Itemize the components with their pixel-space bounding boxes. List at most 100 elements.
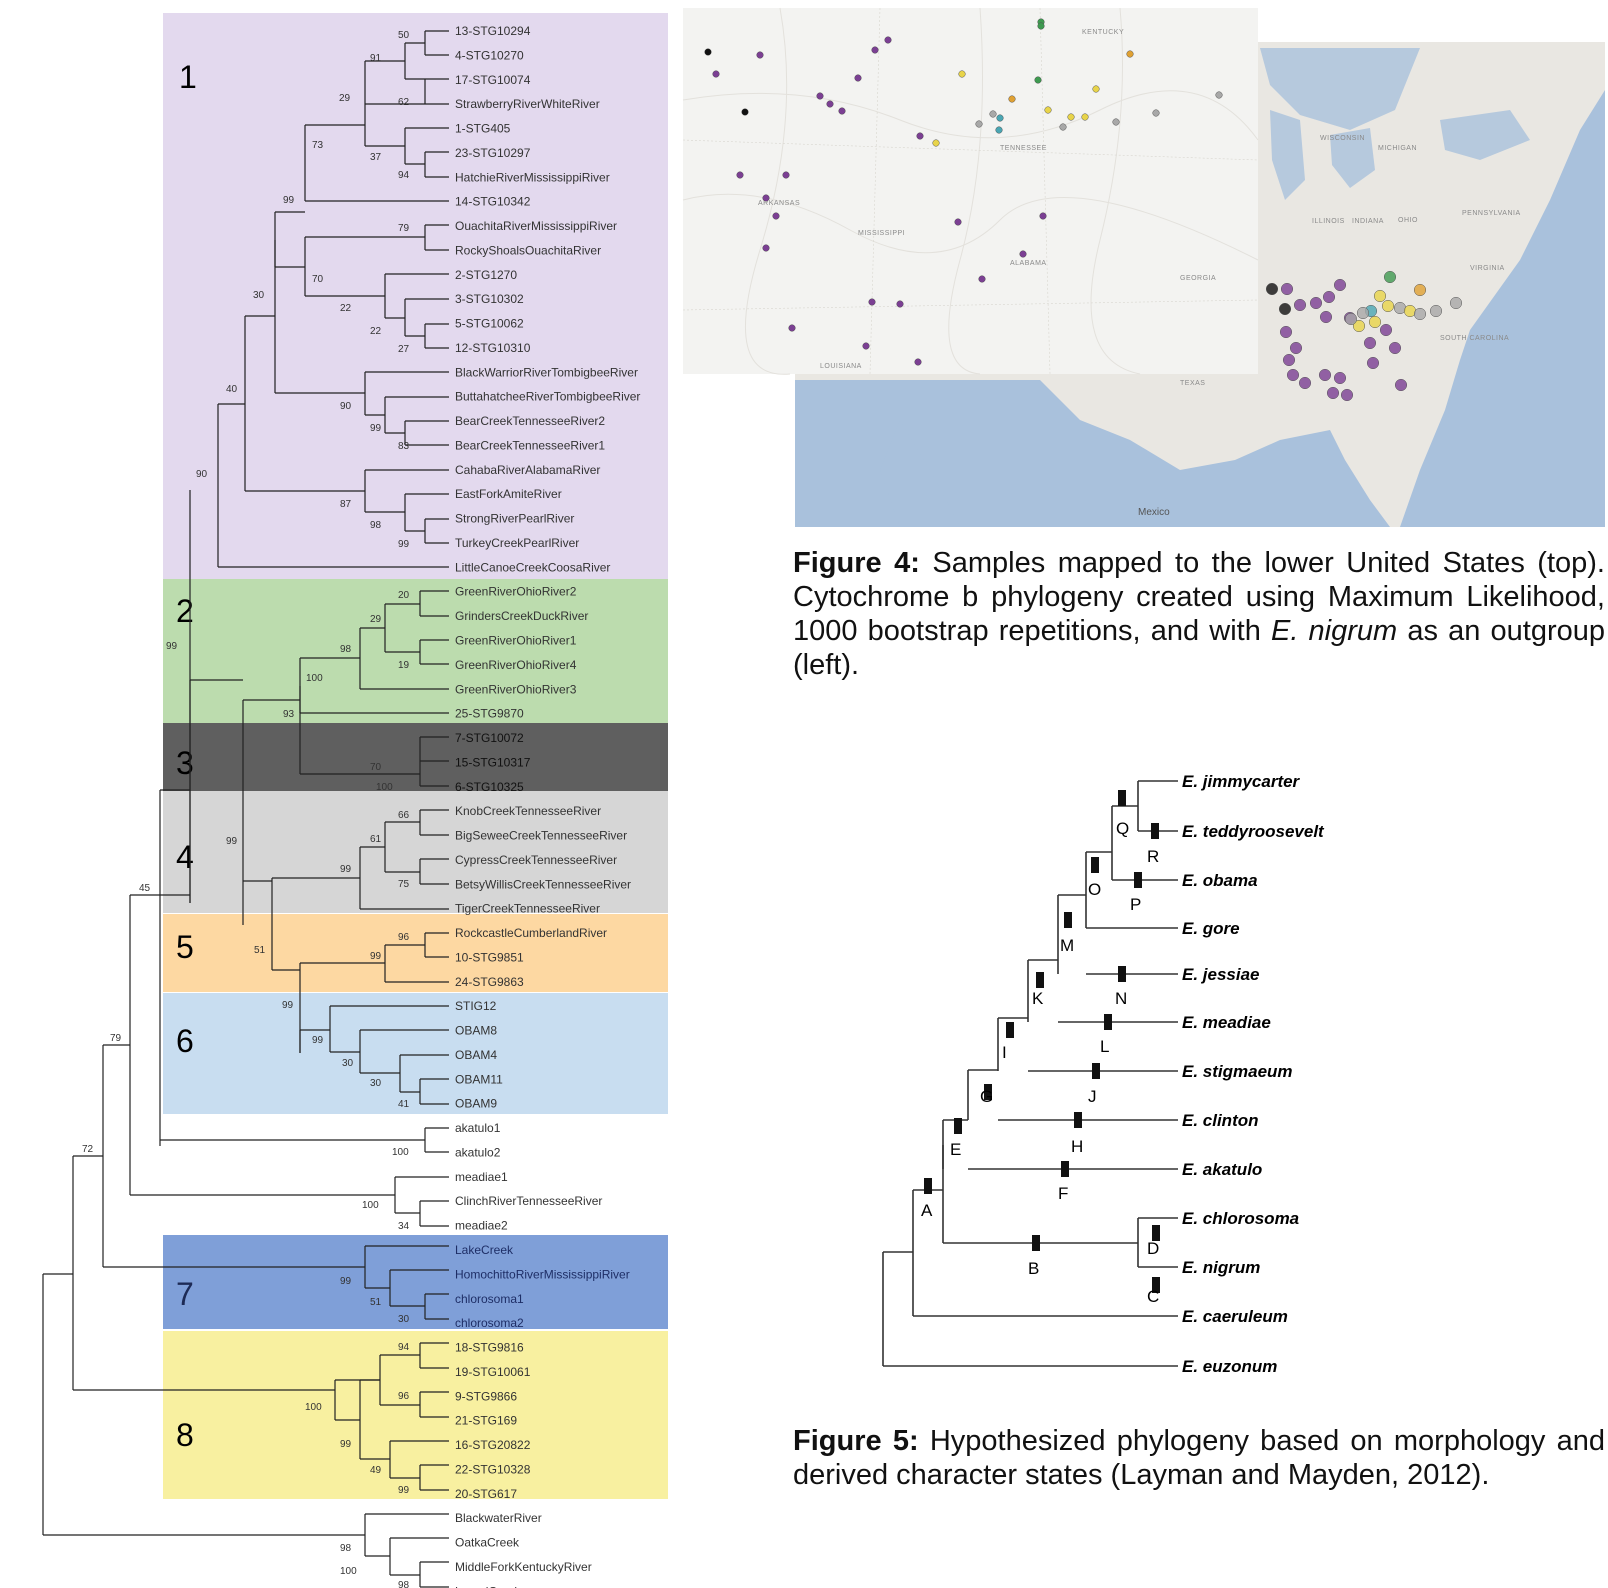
sample-marker bbox=[1327, 387, 1339, 399]
node-letter: I bbox=[1002, 1043, 1007, 1062]
sample-marker bbox=[1430, 305, 1442, 317]
sample-marker bbox=[1414, 284, 1426, 296]
bootstrap-value: 100 bbox=[392, 1147, 409, 1158]
leaf-label: LakeCreek bbox=[455, 1243, 514, 1257]
sample-marker bbox=[915, 359, 922, 366]
bootstrap-value: 19 bbox=[398, 660, 410, 671]
sample-marker bbox=[1281, 283, 1293, 295]
sample-marker bbox=[1382, 300, 1394, 312]
sample-map: WISCONSIN MICHIGAN ILLINOIS INDIANA OHIO… bbox=[0, 0, 1608, 540]
clade-number: 4 bbox=[176, 839, 194, 875]
map-label: INDIANA bbox=[1352, 218, 1384, 225]
sample-marker bbox=[1040, 213, 1047, 220]
leaf-label: OBAM4 bbox=[455, 1048, 497, 1062]
map-label: TEXAS bbox=[1180, 380, 1205, 387]
leaf-label: GreenRiverOhioRiver2 bbox=[455, 585, 577, 599]
clade-number: 7 bbox=[176, 1276, 194, 1312]
map-label: KENTUCKY bbox=[1082, 29, 1124, 36]
node-letter: R bbox=[1147, 847, 1159, 866]
leaf-label: HomochittoRiverMississippiRiver bbox=[455, 1267, 630, 1281]
sample-marker bbox=[997, 115, 1004, 122]
sample-marker bbox=[1294, 299, 1306, 311]
species-label: E. akatulo bbox=[1182, 1160, 1262, 1179]
leaf-label: OBAM11 bbox=[455, 1072, 503, 1086]
sample-marker bbox=[872, 47, 879, 54]
leaf-label: OatkaCreek bbox=[455, 1536, 520, 1550]
node-letter: J bbox=[1088, 1087, 1097, 1106]
bootstrap-value: 99 bbox=[340, 1276, 352, 1287]
clade-number: 6 bbox=[176, 1023, 194, 1059]
node-letter: L bbox=[1100, 1037, 1109, 1056]
sample-marker bbox=[1414, 308, 1426, 320]
sample-marker bbox=[897, 301, 904, 308]
bootstrap-value: 98 bbox=[340, 1543, 352, 1554]
clade-box-7 bbox=[163, 1235, 668, 1329]
node-letter: O bbox=[1088, 880, 1101, 899]
leaf-label: GreenRiverOhioRiver1 bbox=[455, 634, 577, 648]
species-label: E. stigmaeum bbox=[1182, 1062, 1293, 1081]
leaf-label: KnobCreekTennesseeRiver bbox=[455, 804, 601, 818]
sample-marker bbox=[757, 52, 764, 59]
node-letter: F bbox=[1058, 1184, 1068, 1203]
sample-marker bbox=[1093, 86, 1100, 93]
leaf-label: LaurelCreek bbox=[455, 1584, 521, 1588]
bootstrap-value: 29 bbox=[370, 614, 382, 625]
leaf-label: GrindersCreekDuckRiver bbox=[455, 609, 588, 623]
character-state-bar bbox=[1064, 912, 1072, 928]
clade-box-6 bbox=[163, 993, 668, 1114]
sample-marker bbox=[1279, 303, 1291, 315]
character-state-bar bbox=[1134, 872, 1142, 888]
leaf-label: RockcastleCumberlandRiver bbox=[455, 926, 607, 940]
bootstrap-value: 30 bbox=[398, 1314, 410, 1325]
sample-marker bbox=[763, 195, 770, 202]
sample-marker bbox=[1280, 326, 1292, 338]
species-label: E. gore bbox=[1182, 919, 1240, 938]
sample-marker bbox=[773, 213, 780, 220]
sample-marker bbox=[1341, 389, 1353, 401]
sample-marker bbox=[1127, 51, 1134, 58]
sample-marker bbox=[1060, 124, 1067, 131]
sample-marker bbox=[869, 299, 876, 306]
clade-box-2 bbox=[163, 579, 668, 723]
bootstrap-value: 99 bbox=[340, 864, 352, 875]
bootstrap-value: 75 bbox=[398, 879, 410, 890]
leaf-label: ClinchRiverTennesseeRiver bbox=[455, 1194, 602, 1208]
map-label: WISCONSIN bbox=[1320, 135, 1365, 142]
sample-marker bbox=[863, 343, 870, 350]
sample-marker bbox=[742, 109, 749, 116]
character-state-bar bbox=[1091, 857, 1099, 873]
sample-marker bbox=[917, 133, 924, 140]
leaf-label: akatulo1 bbox=[455, 1121, 501, 1135]
bootstrap-value: 100 bbox=[376, 782, 393, 793]
map-label: MISSISSIPPI bbox=[858, 230, 905, 237]
map-label: PENNSYLVANIA bbox=[1462, 210, 1521, 217]
sample-marker bbox=[933, 140, 940, 147]
node-letter: E bbox=[950, 1140, 961, 1159]
character-state-bar bbox=[1032, 1235, 1040, 1251]
clade-box-3 bbox=[163, 723, 668, 791]
sample-marker bbox=[959, 71, 966, 78]
bootstrap-value: 99 bbox=[370, 951, 382, 962]
map-label: ILLINOIS bbox=[1312, 218, 1345, 225]
sample-marker bbox=[783, 172, 790, 179]
node-letter: A bbox=[921, 1201, 933, 1220]
sample-marker bbox=[839, 108, 846, 115]
sample-marker bbox=[1345, 313, 1357, 325]
clade-number: 3 bbox=[176, 745, 194, 781]
bootstrap-value: 72 bbox=[82, 1144, 94, 1155]
species-label: E. clinton bbox=[1182, 1111, 1259, 1130]
bootstrap-value: 100 bbox=[306, 673, 323, 684]
bootstrap-value: 98 bbox=[398, 1580, 410, 1588]
leaf-label: OBAM9 bbox=[455, 1097, 497, 1111]
sample-marker bbox=[1082, 114, 1089, 121]
sample-marker bbox=[1216, 92, 1223, 99]
sample-marker bbox=[705, 49, 712, 56]
node-letter: K bbox=[1032, 989, 1044, 1008]
bootstrap-value: 93 bbox=[283, 709, 295, 720]
leaf-label: meadiae1 bbox=[455, 1170, 508, 1184]
bootstrap-value: 100 bbox=[340, 1566, 357, 1577]
character-state-bar bbox=[1006, 1022, 1014, 1038]
sample-marker bbox=[1045, 107, 1052, 114]
clade-number: 8 bbox=[176, 1417, 194, 1453]
bootstrap-value: 100 bbox=[362, 1200, 379, 1211]
